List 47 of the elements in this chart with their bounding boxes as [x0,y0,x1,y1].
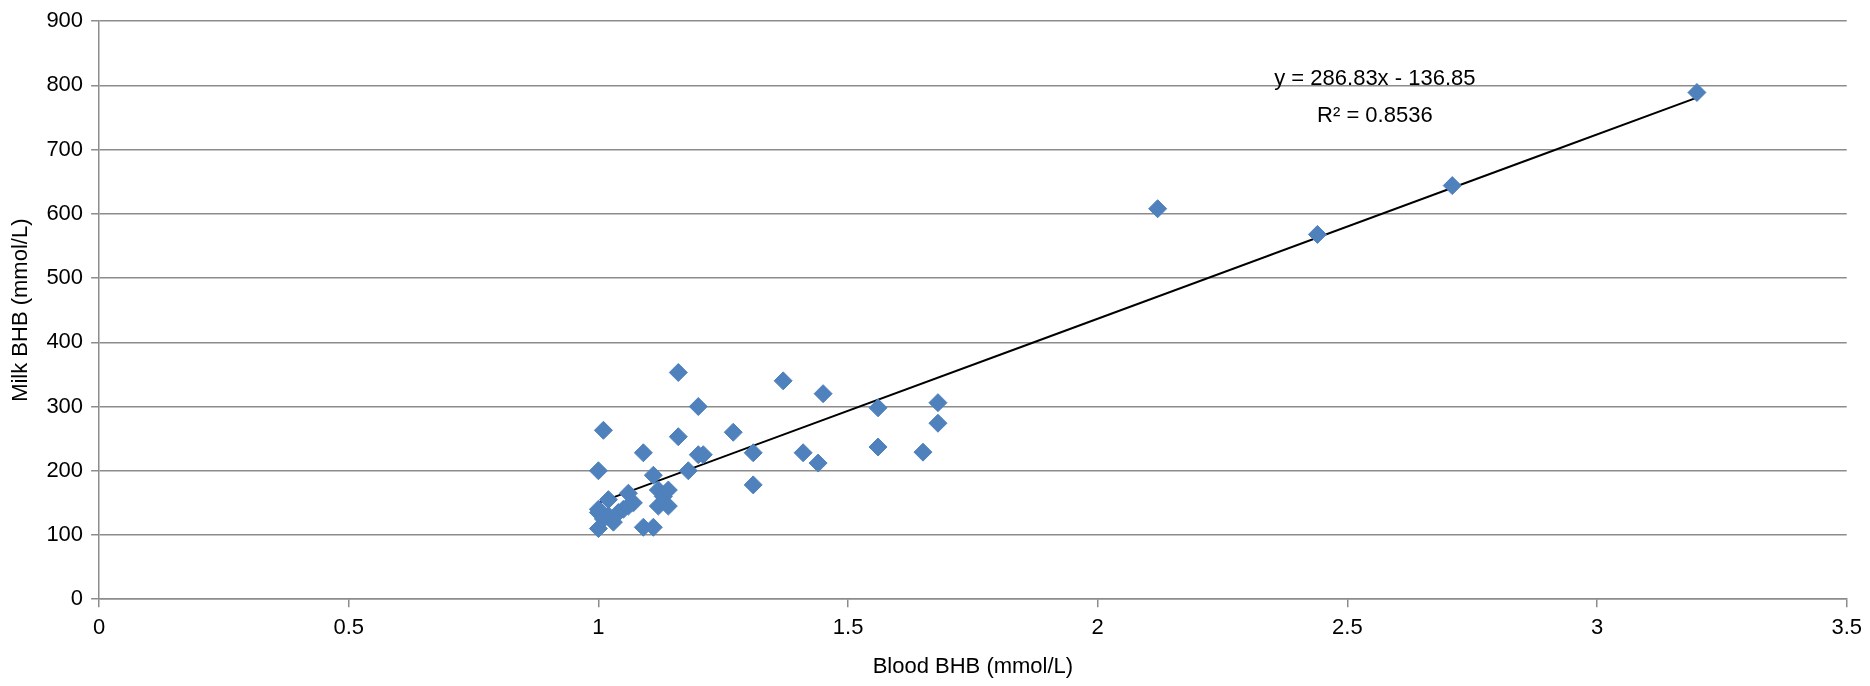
y-tick-label: 700 [46,135,84,161]
x-tick-label: 2.5 [1332,614,1363,640]
y-tick-label: 0 [70,585,84,611]
point [723,422,743,442]
y-tick-label: 200 [46,456,84,482]
point [1148,199,1168,219]
point [928,393,948,413]
point [678,461,698,481]
x-tick-label: 2 [1091,614,1104,640]
point [928,413,948,433]
y-tick-label: 300 [46,392,84,418]
x-tick-label: 3 [1590,614,1604,640]
y-axis-title: Milk BHB (mmol/L) [7,218,33,402]
point [1442,176,1462,196]
x-axis-title: Blood BHB (mmol/L) [872,652,1074,678]
point [868,437,888,457]
point [643,465,663,485]
x-tick-label: 1.5 [832,614,864,640]
annotation: y = 286.83x - 136.85 [1274,65,1476,91]
point [598,490,618,510]
x-tick-label: 1 [592,614,605,640]
x-tick-label: 0.5 [333,614,365,640]
y-tick-label: 400 [46,328,84,354]
point [773,371,793,391]
y-tick-label: 800 [46,71,84,97]
point [808,453,828,473]
x-tick-label: 0 [92,614,106,640]
y-tick-label: 600 [46,199,84,225]
point [813,384,833,404]
point [743,475,763,495]
x-tick-label: 3.5 [1831,614,1863,640]
point [793,443,813,463]
point [668,363,688,382]
annotation: R² = 0.8536 [1317,102,1433,128]
y-tick-label: 500 [46,264,84,290]
point [588,461,608,481]
point [668,427,688,447]
y-tick-label: 900 [46,7,84,33]
point [913,442,933,462]
y-tick-label: 100 [46,521,84,547]
point [1307,224,1327,244]
point [688,397,708,417]
point [633,443,653,463]
point [743,443,763,463]
point [1687,82,1707,102]
point [868,398,888,418]
point [593,420,613,440]
